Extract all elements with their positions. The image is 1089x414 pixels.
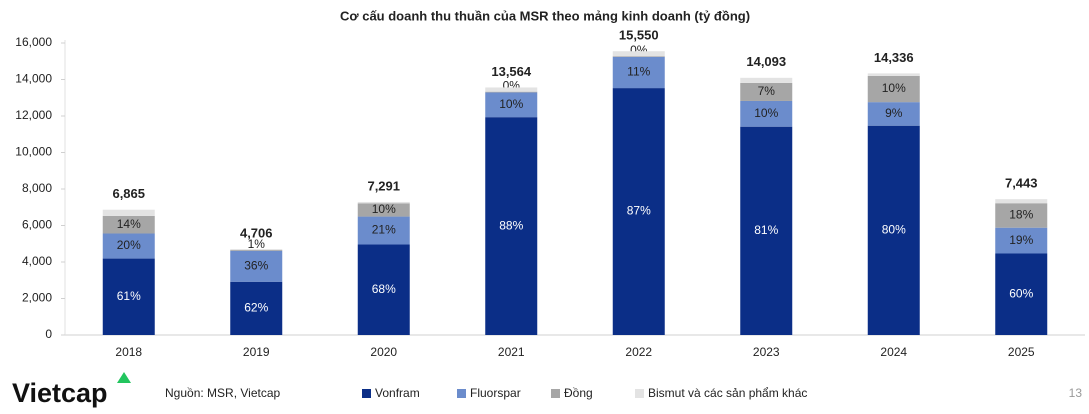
bar-segment bbox=[230, 281, 283, 335]
value-label: 9% bbox=[885, 106, 903, 120]
bar-segment bbox=[867, 102, 920, 126]
bar-segment bbox=[612, 88, 665, 335]
value-label: 19% bbox=[1009, 233, 1033, 247]
value-label: 87% bbox=[627, 204, 651, 218]
value-label: 10% bbox=[499, 97, 523, 111]
y-tick-label: 14,000 bbox=[15, 72, 52, 86]
bar-segment bbox=[740, 126, 793, 336]
bar-segment bbox=[612, 51, 665, 57]
bar-segment bbox=[867, 125, 920, 335]
value-label: 68% bbox=[372, 282, 396, 296]
bar-segment bbox=[230, 250, 283, 282]
value-label: 36% bbox=[244, 258, 268, 272]
page-number: 13 bbox=[1069, 386, 1083, 400]
x-tick-label: 2019 bbox=[243, 345, 270, 359]
x-tick-label: 2021 bbox=[498, 345, 525, 359]
bar-segment bbox=[995, 253, 1048, 335]
source: Nguồn: MSR, Vietcap bbox=[165, 386, 280, 400]
value-label: 7% bbox=[758, 84, 776, 98]
y-tick-label: 10,000 bbox=[15, 145, 52, 159]
bar-segment bbox=[357, 216, 410, 245]
bar-segment bbox=[357, 201, 410, 204]
legend-swatch bbox=[635, 389, 644, 398]
bar-segment bbox=[102, 215, 155, 234]
total-label: 14,336 bbox=[874, 50, 914, 65]
total-label: 13,564 bbox=[491, 64, 532, 79]
value-label: 1% bbox=[248, 237, 266, 251]
x-tick-label: 2024 bbox=[880, 345, 907, 359]
y-tick-label: 6,000 bbox=[22, 218, 52, 232]
value-label: 60% bbox=[1009, 286, 1033, 300]
bar-segment bbox=[102, 233, 155, 259]
value-label: 10% bbox=[754, 106, 778, 120]
total-label: 15,550 bbox=[619, 28, 659, 43]
bar-segment bbox=[230, 249, 283, 250]
bar-segment bbox=[740, 100, 793, 127]
bar-segment bbox=[357, 203, 410, 217]
value-label: 88% bbox=[499, 218, 523, 232]
chart-title: Cơ cấu doanh thu thuần của MSR theo mảng… bbox=[340, 8, 750, 23]
y-tick-label: 4,000 bbox=[22, 254, 52, 268]
legend-label: Vonfram bbox=[375, 386, 420, 400]
y-tick-label: 12,000 bbox=[15, 108, 52, 122]
bar-segment bbox=[485, 91, 538, 93]
bar-segment bbox=[612, 56, 665, 89]
bar-segment bbox=[485, 92, 538, 118]
x-tick-label: 2025 bbox=[1008, 345, 1035, 359]
total-label: 4,706 bbox=[240, 226, 273, 241]
bar-segment bbox=[740, 77, 793, 83]
value-label: 18% bbox=[1009, 208, 1033, 222]
legend-swatch bbox=[362, 389, 371, 398]
total-label: 14,093 bbox=[746, 54, 786, 69]
legend-label: Đồng bbox=[564, 386, 593, 400]
value-label: 61% bbox=[117, 289, 141, 303]
value-label: 81% bbox=[754, 223, 778, 237]
bar-segment bbox=[740, 82, 793, 101]
value-label: 14% bbox=[117, 217, 141, 231]
x-tick-label: 2023 bbox=[753, 345, 780, 359]
total-label: 7,291 bbox=[367, 178, 400, 193]
value-label: 10% bbox=[882, 81, 906, 95]
bar-segment bbox=[230, 249, 283, 251]
bar-segment bbox=[102, 209, 155, 216]
legend-label: Bismut và các sản phẩm khác bbox=[648, 386, 807, 400]
bar-segment bbox=[485, 87, 538, 92]
y-tick-label: 2,000 bbox=[22, 291, 52, 305]
bar-segment bbox=[995, 199, 1048, 204]
bar-segment bbox=[102, 258, 155, 335]
x-tick-label: 2020 bbox=[370, 345, 397, 359]
total-label: 7,443 bbox=[1005, 176, 1038, 191]
legend-swatch bbox=[457, 389, 466, 398]
bar-segment bbox=[995, 227, 1048, 254]
value-label: 11% bbox=[627, 65, 650, 79]
x-tick-label: 2022 bbox=[625, 345, 652, 359]
value-label: 21% bbox=[372, 223, 396, 237]
y-tick-label: 8,000 bbox=[22, 181, 52, 195]
value-label: 10% bbox=[372, 202, 396, 216]
bar-segment bbox=[612, 56, 665, 57]
bar-segment bbox=[357, 244, 410, 335]
logo-mark bbox=[117, 372, 131, 383]
bar-segment bbox=[995, 203, 1048, 228]
legend-swatch bbox=[551, 389, 560, 398]
logo: Vietcap bbox=[12, 378, 108, 408]
value-label: 20% bbox=[117, 238, 141, 252]
value-label: 62% bbox=[244, 301, 268, 315]
y-tick-label: 16,000 bbox=[15, 35, 52, 49]
y-tick-label: 0 bbox=[45, 327, 52, 341]
bar-segment bbox=[867, 75, 920, 103]
value-label: 80% bbox=[882, 223, 906, 237]
bar-segment bbox=[485, 117, 538, 335]
total-label: 6,865 bbox=[112, 186, 145, 201]
bar-segment bbox=[867, 73, 920, 76]
x-tick-label: 2018 bbox=[115, 345, 142, 359]
legend-label: Fluorspar bbox=[470, 386, 521, 400]
